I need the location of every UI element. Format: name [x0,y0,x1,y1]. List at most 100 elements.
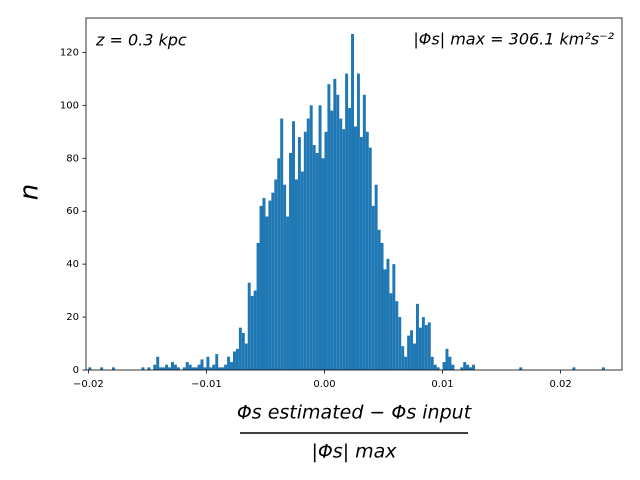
bar [171,362,174,370]
y-tick-label: 0 [73,365,79,376]
x-tick-label: 0.00 [313,379,335,390]
bar [330,110,334,370]
bar [200,359,204,370]
bar [445,348,449,370]
bar [280,118,284,370]
bar [185,362,189,370]
bar [209,367,213,370]
y-tick-label: 40 [66,259,79,270]
bar [88,367,92,370]
bar [601,367,605,370]
bar [247,282,251,370]
bar [159,367,163,370]
bar [380,242,384,370]
bar [472,364,476,370]
bar [283,184,287,370]
bar [265,216,269,370]
bar [374,184,378,370]
bar [306,118,310,370]
bar [407,335,411,370]
y-tick-label: 120 [60,47,79,58]
bar [224,364,228,370]
bar [253,290,257,370]
bar [286,216,290,370]
bar [333,78,337,370]
bar [309,105,313,370]
bar [383,269,387,370]
bar [256,242,260,370]
bar [206,356,210,370]
bar [156,356,160,370]
bar [271,192,275,370]
bar [368,147,372,370]
bar [362,94,366,370]
bar [451,364,455,370]
annotation: z = 0.3 kpc [95,31,187,50]
bar [100,367,104,370]
bar [466,364,470,370]
x-tick-label: 0.01 [431,379,453,390]
bar [401,346,405,370]
bar [168,367,172,370]
bar [230,362,233,370]
x-tick-label: 0.02 [549,379,571,390]
bar [241,332,245,370]
bar [227,356,231,370]
bar [292,121,295,370]
bar [327,84,331,371]
bar [415,303,419,370]
bar [203,367,207,370]
bar [442,362,446,370]
bar [147,367,151,370]
bar [173,364,177,370]
bar [430,356,434,370]
bar [221,367,225,370]
bar [238,327,242,370]
bar [424,325,428,370]
bar [448,356,452,370]
bar [460,367,464,370]
bar [297,137,301,370]
bar [262,197,266,370]
bar [294,179,298,370]
bar [404,356,408,370]
bar [463,362,467,370]
bar [111,367,115,370]
bar [182,367,186,370]
bar [176,367,180,370]
bar [398,317,402,370]
bar [418,327,422,370]
y-tick-label: 80 [66,153,79,164]
bar [318,105,322,370]
bar [354,126,357,370]
bar [395,301,399,370]
bar [348,107,352,371]
bar [153,364,157,370]
bar [572,367,576,370]
bar [277,158,281,370]
bar [359,137,363,370]
y-tick-label: 20 [66,312,79,323]
bar [191,367,195,370]
bar [197,364,201,370]
bar [259,205,263,370]
bar [371,205,375,370]
bar [351,33,354,370]
x-axis-label: Φs estimated − Φs input [237,402,473,424]
bar [436,367,440,370]
bar [250,295,254,370]
bar [421,317,425,370]
bar [165,364,169,370]
x-axis-label: |Φs| max [311,441,397,463]
bar [218,367,222,370]
bar [324,131,328,370]
bar [289,152,293,370]
bar [303,131,307,370]
bar [433,364,437,370]
bar [345,73,349,370]
bar [315,152,319,370]
bar [386,258,390,370]
bar [342,129,346,370]
bar [410,330,414,370]
bar [336,94,340,370]
